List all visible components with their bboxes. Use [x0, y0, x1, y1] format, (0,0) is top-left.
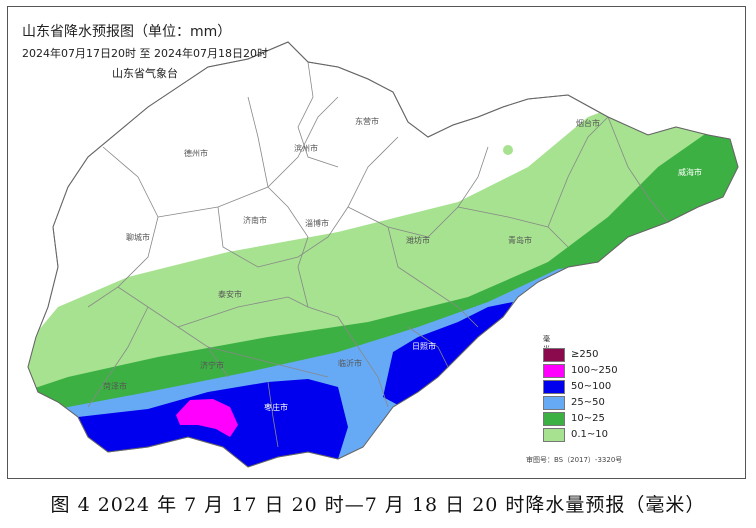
city-label: 济南市: [243, 215, 267, 225]
legend-item: 100~250: [543, 364, 653, 378]
city-label: 威海市: [678, 167, 702, 177]
legend-swatch: [543, 364, 565, 378]
city-label: 青岛市: [508, 235, 532, 245]
city-label: 泰安市: [218, 289, 242, 299]
legend-item: 0.1~10: [543, 428, 653, 442]
map-title: 山东省降水预报图（单位：mm）: [22, 24, 232, 40]
legend-item: 50~100: [543, 380, 653, 394]
legend-swatch: [543, 380, 565, 394]
legend-label: 10~25: [571, 413, 605, 424]
forecast-period: 2024年07月17日20时 至 2024年07月18日20时: [22, 47, 268, 60]
legend-swatch: [543, 428, 565, 442]
legend-label: 100~250: [571, 365, 618, 376]
legend-swatch: [543, 396, 565, 410]
legend-label: 0.1~10: [571, 429, 609, 440]
forecast-map: 烟台市 东营市德州市 滨州市威海市济南市 淄博市聊城市 潍坊市 青岛市泰安市日照市济宁市 临…: [7, 6, 746, 479]
legend-item: 25~50: [543, 396, 653, 410]
city-label: 淄博市: [305, 218, 329, 228]
band-100-250: [176, 399, 238, 437]
island: [503, 145, 513, 155]
legend-swatch: [543, 412, 565, 426]
legend-label: 50~100: [571, 381, 612, 392]
city-label: 滨州市: [294, 143, 318, 153]
legend-item: 10~25: [543, 412, 653, 426]
city-label: 烟台市: [576, 118, 600, 128]
figure-caption: 图 4 2024 年 7 月 17 日 20 时—7 月 18 日 20 时降水…: [50, 494, 706, 516]
city-label: 聊城市: [126, 232, 150, 242]
legend-item: ≥250: [543, 348, 653, 362]
city-label: 济宁市: [200, 360, 224, 370]
prefecture-boundaries: [87, 61, 669, 448]
band-50-100-southeast: [383, 302, 513, 405]
issuing-agency: 山东省气象台: [112, 67, 178, 80]
city-label: 东营市: [355, 116, 379, 126]
city-label: 菏泽市: [103, 381, 127, 391]
city-label: 临沂市: [338, 358, 362, 368]
legend-swatch: [543, 348, 565, 362]
city-label: 枣庄市: [264, 402, 288, 412]
map-review-number: 审图号：BS（2017）-3320号: [526, 456, 623, 464]
city-label: 日照市: [412, 341, 436, 351]
city-label: 潍坊市: [406, 235, 430, 245]
legend-label: 25~50: [571, 397, 605, 408]
city-label: 德州市: [184, 148, 208, 158]
legend-label: ≥250: [571, 349, 599, 360]
